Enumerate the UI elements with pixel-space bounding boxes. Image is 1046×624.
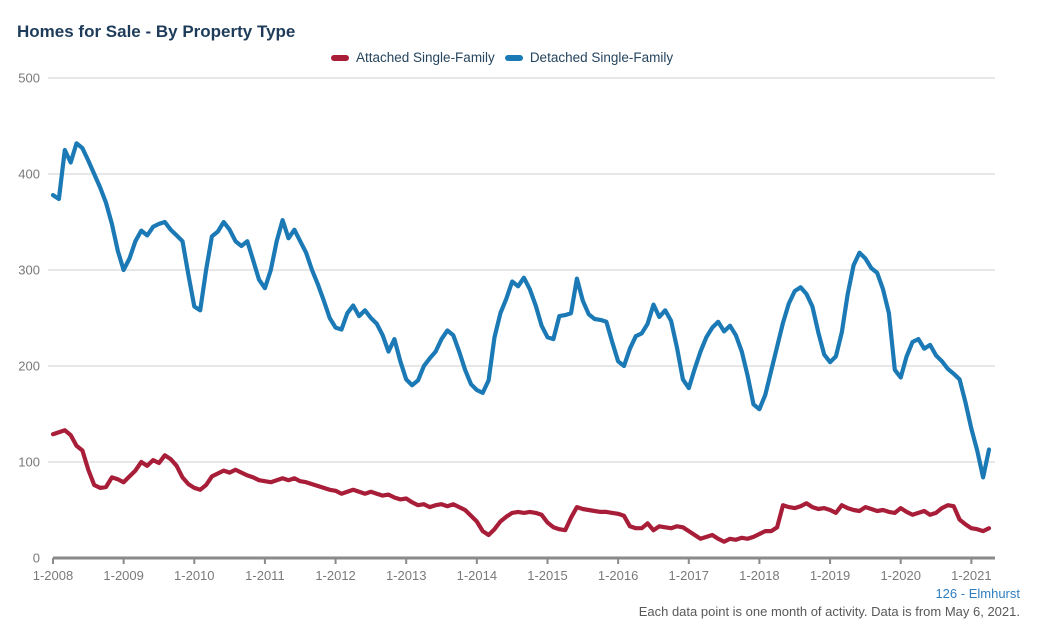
- y-axis-label-400: 400: [18, 167, 40, 182]
- x-axis-label-1-2016: 1-2016: [598, 568, 638, 583]
- legend-item-attached: Attached Single-Family: [331, 50, 495, 65]
- y-axis-label-0: 0: [33, 551, 40, 566]
- legend-label-detached: Detached Single-Family: [529, 50, 674, 65]
- series-line-attached: [50, 428, 992, 544]
- community-link[interactable]: 126 - Elmhurst: [935, 586, 1020, 601]
- series-line-detached: [50, 141, 992, 480]
- x-axis-label-1-2019: 1-2019: [810, 568, 850, 583]
- y-axis-label-500: 500: [18, 71, 40, 86]
- x-axis-label-1-2012: 1-2012: [315, 568, 355, 583]
- chart-footer: 126 - Elmhurst Each data point is one mo…: [639, 585, 1020, 621]
- chart-title: Homes for Sale - By Property Type: [17, 22, 296, 41]
- detached-series-swatch-icon: [504, 54, 523, 61]
- y-axis-label-200: 200: [18, 359, 40, 374]
- x-axis-label-1-2014: 1-2014: [457, 568, 497, 583]
- legend-item-detached: Detached Single-Family: [504, 50, 674, 65]
- legend-label-attached: Attached Single-Family: [356, 50, 495, 65]
- data-note: Each data point is one month of activity…: [638, 604, 1020, 619]
- x-axis-label-1-2009: 1-2009: [103, 568, 143, 583]
- attached-series-swatch-icon: [331, 54, 349, 61]
- y-axis-label-100: 100: [18, 455, 40, 470]
- x-axis-label-1-2008: 1-2008: [33, 568, 73, 583]
- x-axis-label-1-2015: 1-2015: [527, 568, 567, 583]
- y-axis-label-300: 300: [18, 263, 40, 278]
- x-axis-label-1-2021: 1-2021: [951, 568, 991, 583]
- x-axis-label-1-2010: 1-2010: [174, 568, 214, 583]
- x-axis-label-1-2013: 1-2013: [386, 568, 426, 583]
- x-axis-label-1-2017: 1-2017: [669, 568, 709, 583]
- x-axis-label-1-2018: 1-2018: [739, 568, 779, 583]
- x-axis-label-1-2020: 1-2020: [880, 568, 920, 583]
- x-axis-label-1-2011: 1-2011: [245, 568, 285, 583]
- chart-legend: Attached Single-Family Detached Single-F…: [331, 50, 673, 65]
